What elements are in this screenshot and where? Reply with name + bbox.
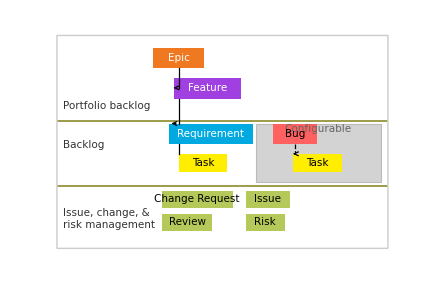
Text: Bug: Bug <box>285 129 305 139</box>
Text: Issue: Issue <box>254 194 281 205</box>
Bar <box>246 214 285 231</box>
Text: Epic: Epic <box>168 53 190 63</box>
Text: Backlog: Backlog <box>62 140 104 150</box>
Text: Risk: Risk <box>254 217 276 227</box>
Bar <box>179 154 227 172</box>
Bar <box>162 214 212 231</box>
Bar <box>273 124 317 144</box>
Text: Requirement: Requirement <box>177 129 244 139</box>
Text: Issue, change, &
risk management: Issue, change, & risk management <box>62 208 155 230</box>
Text: Configurable: Configurable <box>285 124 352 134</box>
Text: Feature: Feature <box>187 83 227 93</box>
Bar <box>162 191 233 208</box>
Text: Task: Task <box>192 158 214 168</box>
Text: Review: Review <box>168 217 206 227</box>
Text: Change Request: Change Request <box>155 194 240 205</box>
Bar <box>256 124 381 182</box>
Bar <box>154 48 204 68</box>
Bar <box>246 191 290 208</box>
Text: Portfolio backlog: Portfolio backlog <box>62 101 150 111</box>
Bar <box>174 78 241 99</box>
Text: Task: Task <box>306 158 329 168</box>
Bar <box>168 124 253 144</box>
Bar <box>293 154 342 172</box>
